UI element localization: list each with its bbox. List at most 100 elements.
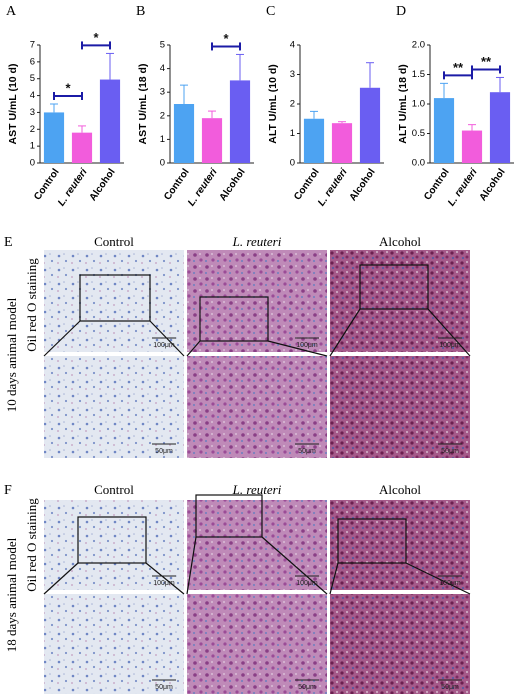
y-axis-label: AST U/mL (18 d)	[137, 64, 149, 145]
scale-bar-label: 50μm	[441, 684, 459, 691]
scale-bar-label: 50μm	[155, 684, 173, 691]
bar	[43, 112, 65, 163]
zoom-line	[261, 536, 328, 595]
y-tick-label: 0.0	[412, 158, 425, 169]
bar	[359, 87, 381, 163]
zoom-line	[329, 562, 339, 595]
micrograph-zoom	[187, 356, 327, 458]
y-axis-label: AST U/mL (10 d)	[7, 64, 19, 145]
zoom-box	[359, 264, 429, 310]
zoom-box	[337, 518, 407, 564]
bar	[99, 79, 121, 163]
zoom-line	[145, 562, 185, 595]
y-tick-label: 2	[290, 99, 295, 110]
y-tick-label: 1.0	[412, 99, 425, 110]
micrograph-zoom	[330, 594, 470, 694]
error-bar	[366, 62, 374, 88]
error-bar	[496, 76, 504, 93]
significance-label: *	[223, 31, 229, 46]
x-tick-label: Alcohol	[218, 167, 248, 204]
x-tick-label: Control	[162, 167, 192, 203]
micrograph-zoom	[44, 594, 184, 694]
scale-bar-label: 100μm	[439, 342, 461, 349]
micrograph	[44, 250, 184, 352]
bar	[303, 118, 325, 163]
y-tick-label: 0	[30, 158, 35, 169]
y-tick-label: 4	[30, 90, 35, 101]
bar	[229, 80, 251, 163]
error-bar	[50, 103, 58, 113]
zoom-line	[186, 340, 201, 357]
significance-bracket	[211, 42, 241, 51]
y-tick-label: 4	[160, 63, 165, 74]
x-tick-label: Alcohol	[88, 167, 118, 204]
y-tick-label: 1	[160, 134, 165, 145]
significance-bracket	[81, 41, 111, 50]
y-tick-label: 0	[160, 158, 165, 169]
scale-bar-label: 100μm	[153, 342, 175, 349]
significance-label: **	[453, 60, 464, 75]
error-bar	[440, 82, 448, 99]
y-tick-label: 3	[290, 69, 295, 80]
y-tick-label: 3	[160, 87, 165, 98]
error-bar	[236, 53, 244, 81]
zoom-box	[77, 516, 147, 564]
zoom-box	[199, 296, 269, 342]
significance-label: *	[93, 30, 99, 45]
error-bar	[106, 52, 114, 80]
error-bar	[78, 125, 86, 133]
y-tick-label: 2	[160, 110, 165, 121]
y-axis-label: ALT U/mL (18 d)	[397, 64, 409, 144]
column-label: Control	[94, 234, 134, 249]
significance-label: **	[481, 54, 492, 69]
side-label: 18 days animal model	[4, 537, 19, 652]
y-tick-label: 1	[290, 128, 295, 139]
micrograph	[330, 500, 470, 590]
column-label: Alcohol	[379, 234, 421, 249]
error-bar	[208, 110, 216, 119]
y-tick-label: 7	[30, 40, 35, 51]
y-tick-label: 3	[30, 107, 35, 118]
panel-label: C	[266, 4, 275, 19]
significance-label: *	[65, 80, 71, 95]
zoom-box	[195, 494, 263, 538]
panel-label: F	[4, 483, 12, 498]
scale-bar-label: 100μm	[296, 342, 318, 349]
panel-label: A	[6, 4, 17, 19]
micrograph-zoom	[330, 356, 470, 458]
x-tick-label: Alcohol	[348, 167, 378, 204]
scale-bar-label: 50μm	[298, 684, 316, 691]
panel-label: B	[136, 4, 145, 19]
y-tick-label: 4	[290, 40, 295, 51]
column-label: L. reuteri	[232, 234, 282, 249]
error-bar	[180, 84, 188, 104]
column-label: L. reuteri	[232, 482, 282, 497]
x-tick-label: Control	[32, 167, 62, 203]
side-label: 10 days animal model	[4, 297, 19, 412]
bar	[331, 123, 353, 163]
error-bar	[338, 121, 346, 124]
significance-bracket	[53, 92, 83, 100]
zoom-box	[79, 274, 151, 322]
x-tick-label: Control	[292, 167, 322, 203]
y-tick-label: 1.5	[412, 69, 425, 80]
scale-bar-label: 50μm	[155, 448, 173, 455]
bar	[201, 118, 223, 163]
scale-bar-label: 50μm	[441, 448, 459, 455]
micrograph	[187, 250, 327, 352]
y-tick-label: 2.0	[412, 40, 425, 51]
micrograph-zoom	[187, 594, 327, 694]
y-tick-label: 5	[160, 40, 165, 51]
column-label: Alcohol	[379, 482, 421, 497]
bar	[433, 98, 455, 163]
zoom-line	[186, 536, 197, 595]
x-tick-label: Alcohol	[478, 167, 508, 204]
bar	[71, 132, 93, 163]
zoom-line	[405, 562, 471, 595]
scale-bar-label: 100μm	[439, 580, 461, 587]
zoom-line	[43, 562, 79, 595]
column-label: Control	[94, 482, 134, 497]
significance-bracket	[471, 65, 501, 74]
zoom-line	[427, 308, 471, 357]
